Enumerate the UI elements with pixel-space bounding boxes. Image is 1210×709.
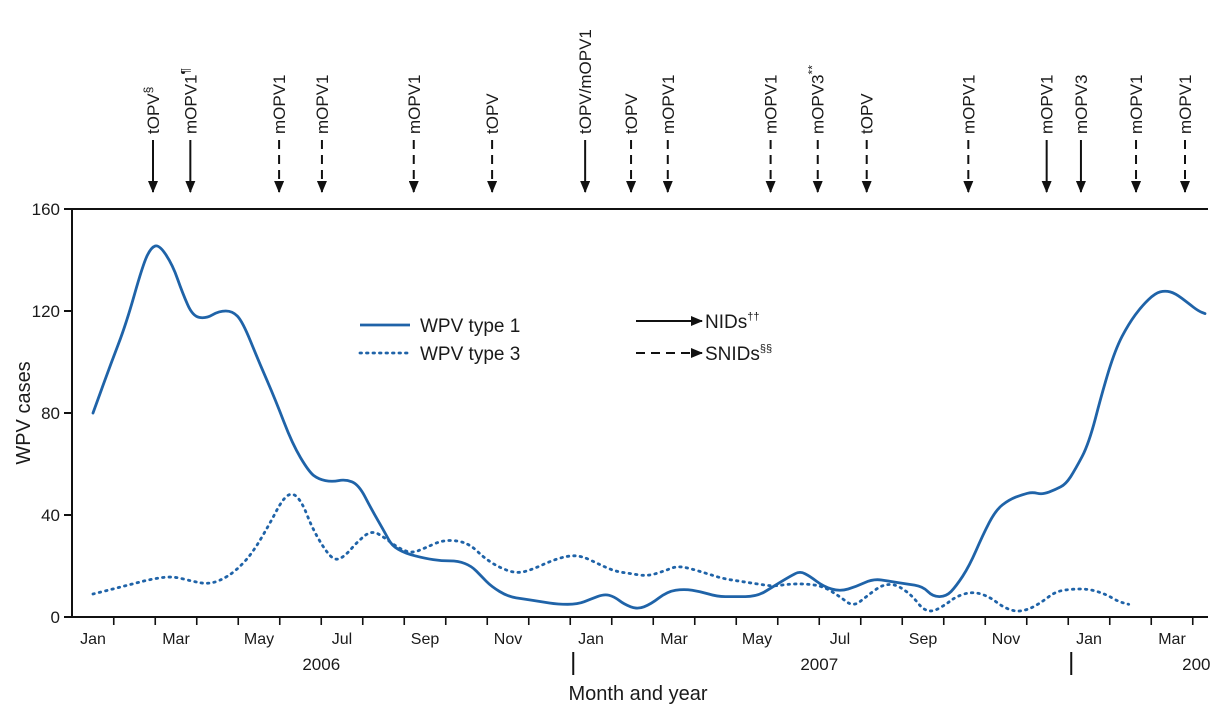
campaign-label-text: mOPV1 [181, 74, 200, 134]
campaign-marker: tOPV [858, 93, 877, 193]
campaign-label: mOPV1 [1038, 74, 1057, 134]
campaign-label-text: mOPV3 [1072, 74, 1091, 134]
campaign-label-text: mOPV1 [313, 74, 332, 134]
legend: WPV type 1 WPV type 3 NIDs†† SNIDs§§ [358, 311, 772, 365]
campaign-label-text: mOPV1 [1038, 74, 1057, 134]
campaign-label-text: mOPV3 [809, 74, 828, 134]
series-line-wpv-type3 [91, 492, 1131, 613]
campaign-label: mOPV1 [1176, 74, 1195, 134]
x-tick-label: Sep [909, 631, 938, 648]
campaign-marker: tOPV§ [141, 87, 163, 193]
campaign-marker: tOPV/mOPV1 [576, 29, 595, 193]
campaign-label: tOPV [858, 93, 877, 134]
x-tick-label: Nov [494, 631, 522, 648]
campaign-label: mOPV1 [659, 74, 678, 134]
campaign-marker: mOPV1 [405, 74, 424, 193]
y-tick-label: 160 [32, 200, 60, 219]
x-tick-label: Jul [830, 631, 850, 648]
y-tick-label: 80 [41, 404, 60, 423]
campaign-marker: tOPV [483, 93, 502, 193]
campaign-label-text: tOPV/mOPV1 [576, 29, 595, 134]
campaign-marker: mOPV1 [762, 74, 781, 193]
campaign-label: mOPV1 [270, 74, 289, 134]
campaign-label: tOPV§ [141, 87, 163, 134]
campaign-label: mOPV3 [1072, 74, 1091, 134]
y-axis: 0 40 80 120 160 [32, 200, 72, 627]
x-tick-label: Jan [578, 631, 604, 648]
campaign-marker: mOPV1 [1127, 74, 1146, 193]
campaign-label-sup: § [141, 87, 155, 94]
campaign-marker: tOPV [622, 93, 641, 193]
y-tick-label: 40 [41, 506, 60, 525]
campaign-label-text: mOPV1 [659, 74, 678, 134]
series-line-wpv-type1 [91, 244, 1207, 610]
campaign-label: mOPV1 [405, 74, 424, 134]
x-axis-title: Month and year [569, 683, 708, 705]
legend-label-snids: SNIDs§§ [705, 343, 772, 365]
series-lines [91, 244, 1207, 613]
x-tick-label: Mar [660, 631, 688, 648]
campaign-label-text: mOPV1 [270, 74, 289, 134]
campaign-label: mOPV1 [313, 74, 332, 134]
year-label: 2008 [1182, 655, 1210, 674]
campaign-marker: mOPV3 [1072, 74, 1091, 193]
legend-snids-sup: §§ [760, 343, 772, 355]
campaign-marker: mOPV1 [959, 74, 978, 193]
campaign-marker: mOPV3** [806, 65, 828, 193]
x-tick-label: Jan [1076, 631, 1102, 648]
campaign-label-sup: ¶ [178, 68, 192, 74]
legend-nids-text: NIDs [705, 312, 747, 333]
x-tick-label: May [742, 631, 772, 648]
year-label: 2006 [302, 655, 340, 674]
campaign-marker: mOPV1 [1038, 74, 1057, 193]
campaign-label-text: mOPV1 [1176, 74, 1195, 134]
x-tick-label: Mar [162, 631, 190, 648]
y-tick-label: 120 [32, 302, 60, 321]
campaign-label: tOPV/mOPV1 [576, 29, 595, 134]
x-tick-label: Sep [411, 631, 440, 648]
x-tick-label: Jan [80, 631, 106, 648]
campaign-marker: mOPV1 [1176, 74, 1195, 193]
legend-label-type1: WPV type 1 [420, 316, 520, 337]
campaign-label: mOPV3** [806, 65, 828, 134]
legend-nids-sup: †† [747, 311, 759, 323]
campaign-label-text: tOPV [858, 93, 877, 134]
y-tick-label: 0 [51, 608, 60, 627]
campaign-marker: mOPV1 [659, 74, 678, 193]
campaign-label-text: tOPV [483, 93, 502, 134]
campaign-label: tOPV [483, 93, 502, 134]
x-tick-label: May [244, 631, 274, 648]
campaign-label-text: mOPV1 [405, 74, 424, 134]
campaign-arrows: tOPV§ mOPV1¶mOPV1 mOPV1 mOPV1 tOPV tOPV/mOPV1… [141, 29, 1195, 193]
campaign-label-text: mOPV1 [959, 74, 978, 134]
campaign-marker: mOPV1¶ [178, 68, 200, 193]
x-tick-label: Nov [992, 631, 1020, 648]
year-label: 2007 [800, 655, 838, 674]
campaign-label-text: tOPV [144, 93, 163, 134]
x-tick-label: Jul [332, 631, 352, 648]
campaign-label: mOPV1 [762, 74, 781, 134]
campaign-label-text: mOPV1 [1127, 74, 1146, 134]
legend-snids-text: SNIDs [705, 344, 760, 365]
campaign-label: mOPV1¶ [178, 68, 200, 134]
campaign-label-sup: ** [806, 65, 820, 75]
campaign-label-text: tOPV [622, 93, 641, 134]
legend-label-type3: WPV type 3 [420, 344, 520, 365]
campaign-label: mOPV1 [959, 74, 978, 134]
campaign-label-text: mOPV1 [762, 74, 781, 134]
y-axis-title: WPV cases [13, 361, 35, 464]
campaign-label: tOPV [622, 93, 641, 134]
x-axis: Jan Mar May Jul Sep Nov Jan Mar May Jul Sep Nov Jan M… [80, 617, 1210, 675]
legend-label-nids: NIDs†† [705, 311, 759, 333]
x-tick-label: Mar [1158, 631, 1186, 648]
campaign-label: mOPV1 [1127, 74, 1146, 134]
campaign-marker: mOPV1 [313, 74, 332, 193]
campaign-marker: mOPV1 [270, 74, 289, 193]
